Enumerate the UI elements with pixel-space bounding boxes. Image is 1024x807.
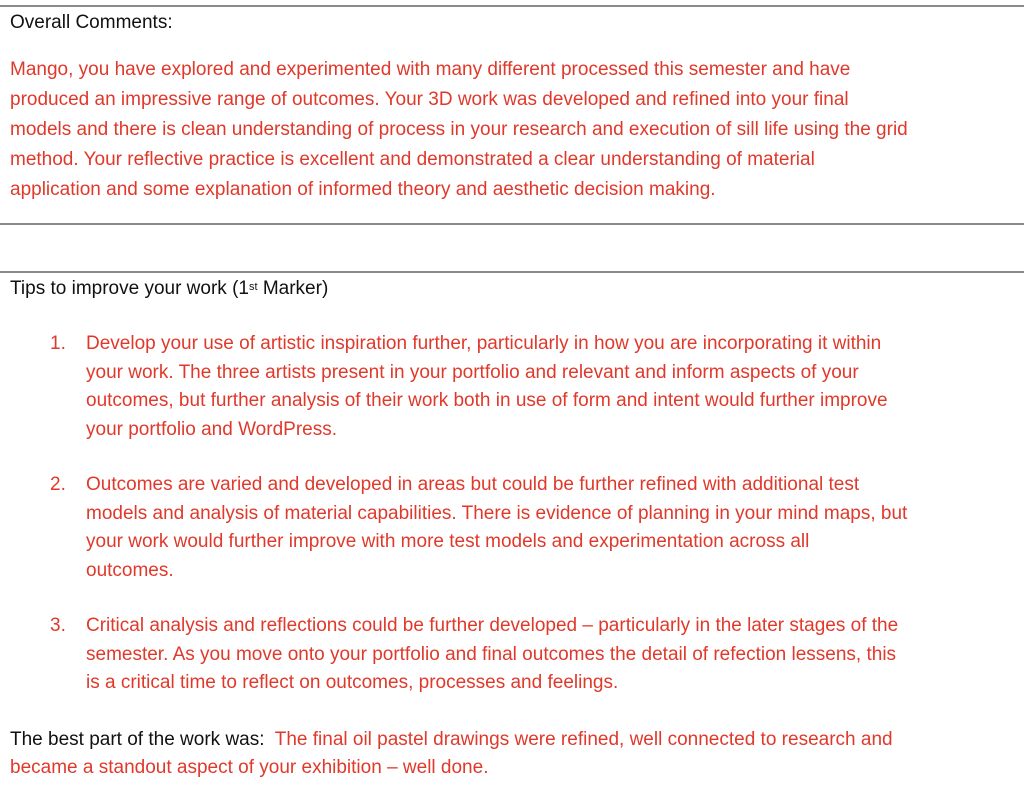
tip-line: is a critical time to reflect on outcome…: [86, 672, 619, 693]
tips-heading-text: Tips to improve your work (1: [10, 278, 249, 299]
tip-line: your portfolio and WordPress.: [86, 418, 337, 440]
tip-line: outcomes, but further analysis of their …: [86, 390, 888, 411]
best-part-label: The best part of the work was:: [10, 729, 265, 750]
overall-comments-heading: Overall Comments:: [10, 12, 173, 33]
tip-number: 2.: [50, 474, 66, 495]
tip-line: Critical analysis and reflections could …: [86, 615, 899, 636]
tips-heading-sup: st: [248, 281, 258, 293]
tip-line: Develop your use of artistic inspiration…: [86, 333, 882, 354]
tip-line: semester. As you move onto your portfoli…: [86, 643, 897, 665]
comment-line: Mango, you have explored and experimente…: [10, 59, 851, 80]
tip-line: models and analysis of material capabili…: [86, 502, 908, 524]
table-border: [0, 223, 1024, 225]
tip-line: your work would further improve with mor…: [86, 531, 810, 552]
tip-line: outcomes.: [86, 559, 174, 581]
tip-number: 3.: [50, 615, 66, 636]
table-border-top: [0, 5, 1024, 7]
tips-heading: Tips to improve your work (1st Marker): [10, 276, 328, 302]
best-part-text: The final oil pastel drawings were refin…: [274, 729, 893, 750]
tip-number: 1.: [50, 333, 66, 354]
tips-heading-text-end: Marker): [257, 278, 329, 299]
comment-line: application and some explanation of info…: [10, 179, 716, 200]
tip-line: Outcomes are varied and developed in are…: [86, 474, 860, 495]
overall-comments-text: Mango, you have explored and experimente…: [10, 55, 908, 205]
best-part-text-2: became a standout aspect of your exhibit…: [10, 757, 489, 778]
best-part: The best part of the work was: The final…: [10, 726, 893, 782]
comment-line: method. Your reflective practice is exce…: [10, 149, 815, 170]
comment-line: models and there is clean understanding …: [10, 119, 908, 140]
tip-line: your work. The three artists present in …: [86, 361, 859, 383]
comment-line: produced an impressive range of outcomes…: [10, 89, 849, 110]
table-border: [0, 271, 1024, 273]
